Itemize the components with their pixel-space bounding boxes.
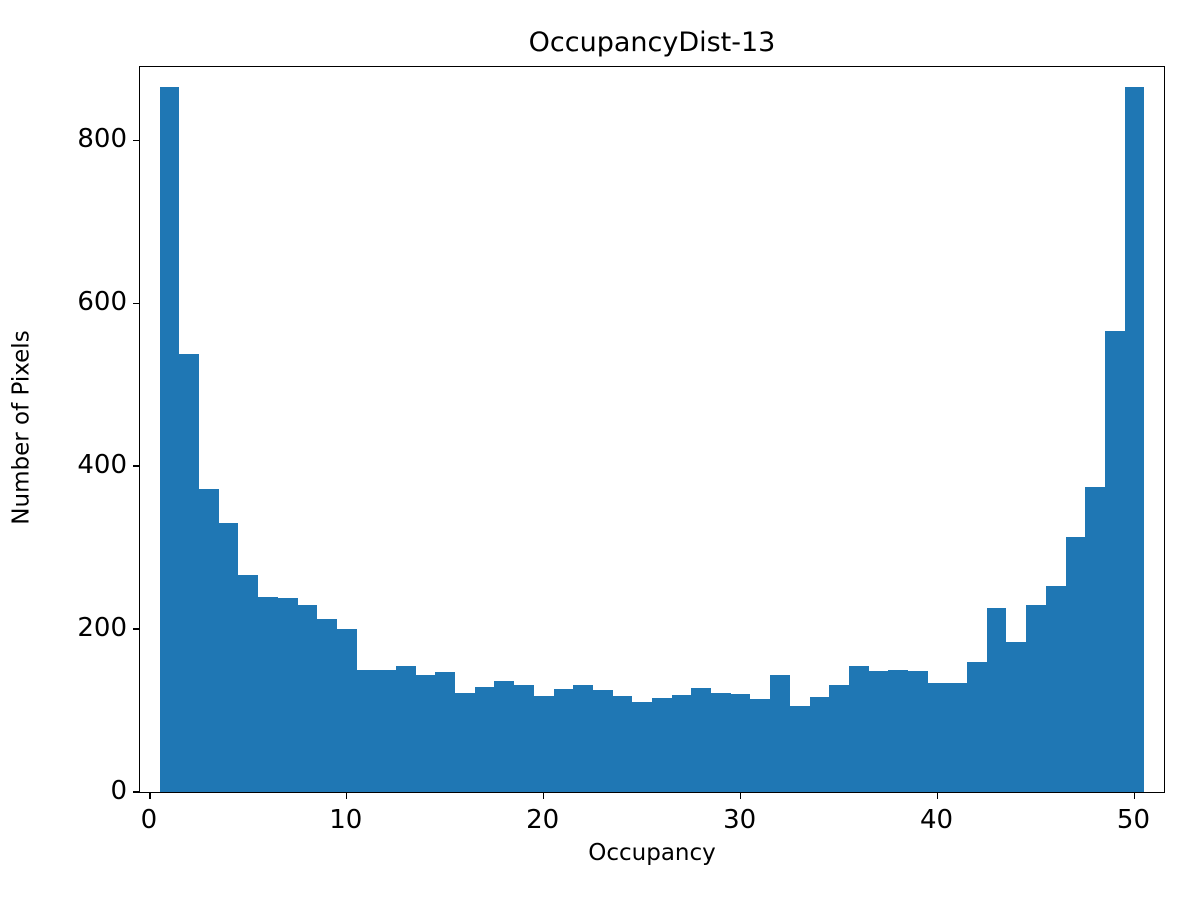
histogram-bar bbox=[159, 86, 180, 792]
histogram-bar bbox=[592, 690, 613, 792]
histogram-bar bbox=[258, 596, 278, 792]
y-tick-label: 600 bbox=[77, 287, 127, 318]
histogram-bar bbox=[947, 682, 968, 792]
histogram-bar bbox=[336, 629, 357, 792]
histogram-bar bbox=[632, 701, 652, 792]
y-tick-label: 200 bbox=[77, 613, 127, 644]
histogram-bar bbox=[514, 685, 534, 792]
x-axis-tick-labels: 0 10 20 30 40 50 bbox=[139, 805, 1165, 845]
x-tick-mark bbox=[346, 792, 348, 799]
y-tick-mark bbox=[133, 465, 140, 467]
histogram-bar bbox=[1065, 537, 1086, 792]
histogram-bar bbox=[376, 669, 396, 792]
x-axis-label: Occupancy bbox=[588, 840, 716, 866]
histogram-bar bbox=[179, 353, 200, 792]
histogram-bar bbox=[612, 695, 633, 792]
histogram-bar bbox=[238, 574, 259, 792]
histogram-bar bbox=[711, 693, 731, 792]
histogram-bar bbox=[277, 598, 298, 792]
histogram-bar bbox=[967, 661, 987, 792]
histogram-bar bbox=[750, 699, 771, 792]
x-tick-label: 50 bbox=[1116, 805, 1150, 835]
plot-area bbox=[133, 66, 1165, 799]
histogram-bar bbox=[553, 689, 574, 792]
x-tick-label: 20 bbox=[526, 805, 560, 835]
histogram-bar bbox=[1026, 604, 1046, 792]
x-tick-label: 0 bbox=[140, 805, 158, 835]
histogram-bar bbox=[455, 692, 475, 792]
histogram-bar bbox=[573, 685, 593, 792]
histogram-bar bbox=[809, 696, 830, 792]
histogram-bar bbox=[415, 674, 436, 792]
x-tick-mark bbox=[936, 792, 939, 799]
histogram-bar bbox=[396, 665, 416, 792]
histogram-bar bbox=[888, 669, 908, 792]
histogram-bar bbox=[730, 694, 751, 792]
histogram-bar bbox=[770, 674, 790, 792]
histogram-bar bbox=[494, 681, 515, 792]
y-tick-mark bbox=[133, 139, 140, 141]
histogram-bar bbox=[927, 682, 948, 792]
histogram-bar bbox=[829, 685, 849, 792]
histogram-bar bbox=[199, 488, 219, 792]
x-tick-mark bbox=[542, 792, 545, 799]
histogram-bar bbox=[1006, 642, 1027, 792]
histogram-bar bbox=[317, 618, 337, 792]
x-tick-label: 10 bbox=[329, 805, 363, 835]
y-tick-mark bbox=[133, 302, 140, 304]
histogram-bars bbox=[140, 67, 1164, 792]
histogram-bar bbox=[789, 706, 810, 792]
y-tick-mark bbox=[133, 628, 140, 630]
histogram-bar bbox=[1085, 486, 1105, 792]
y-axis-tick-labels: 0 200 400 600 800 bbox=[27, 66, 127, 804]
y-tick-label: 0 bbox=[110, 776, 127, 806]
histogram-bar bbox=[986, 607, 1007, 792]
histogram-bar bbox=[218, 523, 239, 792]
histogram-bar bbox=[1124, 86, 1145, 792]
histogram-bar bbox=[908, 671, 928, 792]
y-tick-mark bbox=[133, 791, 140, 793]
histogram-bar bbox=[671, 695, 692, 792]
x-tick-mark bbox=[739, 792, 742, 799]
histogram-bar bbox=[1104, 330, 1125, 792]
chart-title: OccupancyDist-13 bbox=[528, 27, 776, 58]
x-tick-label: 30 bbox=[723, 805, 757, 835]
histogram-bar bbox=[691, 687, 712, 792]
histogram-bar bbox=[652, 698, 672, 792]
histogram-bar bbox=[435, 672, 456, 792]
histogram-bar bbox=[356, 669, 377, 792]
x-tick-mark bbox=[149, 792, 151, 799]
y-tick-label: 400 bbox=[77, 450, 127, 481]
histogram-bar bbox=[1045, 585, 1066, 792]
histogram-bar bbox=[474, 686, 495, 792]
histogram-bar bbox=[868, 670, 889, 792]
histogram-bar bbox=[848, 665, 869, 792]
histogram-bar bbox=[297, 604, 318, 792]
histogram-bar bbox=[533, 695, 554, 792]
x-tick-mark bbox=[1133, 792, 1136, 799]
x-tick-label: 40 bbox=[919, 805, 954, 835]
y-tick-label: 800 bbox=[77, 124, 127, 155]
